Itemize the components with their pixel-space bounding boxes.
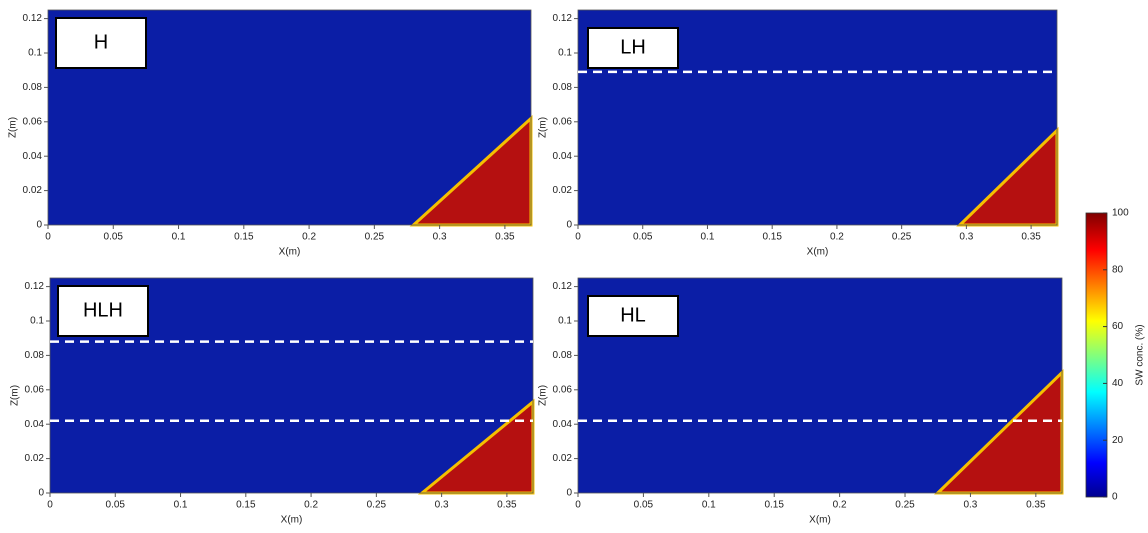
y-tick-label: 0.02 (553, 453, 573, 464)
y-tick-label: 0.1 (28, 48, 42, 59)
y-tick-label: 0.02 (553, 185, 573, 196)
colorbar-tick-label: 0 (1112, 492, 1118, 503)
y-axis-label: Z(m) (538, 117, 549, 138)
y-tick-label: 0.1 (30, 316, 44, 327)
y-tick-label: 0.04 (553, 419, 573, 430)
panel-label-box (587, 27, 679, 69)
x-tick-label: 0.05 (634, 500, 654, 511)
x-tick-label: 0.35 (495, 232, 515, 243)
y-tick-label: 0.06 (25, 384, 45, 395)
x-tick-label: 0.2 (830, 232, 844, 243)
y-tick-label: 0.08 (25, 350, 45, 361)
y-tick-label: 0.04 (553, 151, 573, 162)
colorbar-tick-label: 40 (1112, 378, 1124, 389)
x-tick-label: 0.35 (497, 500, 517, 511)
colorbar-tick-label: 20 (1112, 435, 1124, 446)
x-tick-label: 0.25 (367, 500, 387, 511)
panel-label: HL (620, 304, 646, 326)
y-tick-label: 0.02 (23, 185, 43, 196)
y-tick-label: 0.12 (25, 281, 45, 292)
plot-frame (577, 277, 1063, 494)
y-tick-label: 0.12 (553, 13, 573, 24)
y-tick-label: 0.12 (23, 13, 43, 24)
x-axis-label: X(m) (807, 247, 829, 258)
panel-label: HLH (83, 299, 123, 321)
colorbar-tick-label: 60 (1112, 321, 1124, 332)
x-tick-label: 0.1 (172, 232, 186, 243)
x-tick-label: 0.2 (833, 500, 847, 511)
colorbar-label: SW conc. (%) (1135, 324, 1146, 385)
x-tick-label: 0.3 (435, 500, 449, 511)
x-tick-label: 0.3 (959, 232, 973, 243)
y-tick-label: 0.06 (553, 116, 573, 127)
plot-frame (47, 9, 532, 226)
y-tick-label: 0.1 (558, 316, 572, 327)
y-tick-label: 0.08 (553, 350, 573, 361)
y-tick-label: 0.1 (558, 48, 572, 59)
x-tick-label: 0.2 (304, 500, 318, 511)
x-tick-label: 0 (47, 500, 53, 511)
panel-label: H (94, 31, 108, 53)
x-tick-label: 0.3 (433, 232, 447, 243)
x-tick-label: 0.15 (236, 500, 256, 511)
x-axis-label: X(m) (809, 515, 831, 526)
x-tick-label: 0.2 (302, 232, 316, 243)
x-tick-label: 0 (575, 500, 581, 511)
y-axis-label: Z(m) (10, 385, 21, 406)
y-tick-label: 0.12 (553, 281, 573, 292)
x-tick-label: 0.15 (762, 232, 782, 243)
plot-frame (577, 9, 1058, 226)
colorbar (1085, 212, 1108, 498)
x-tick-label: 0.25 (895, 500, 915, 511)
y-tick-label: 0 (566, 220, 572, 231)
x-tick-label: 0.25 (892, 232, 912, 243)
x-tick-label: 0.05 (633, 232, 653, 243)
x-tick-label: 0.1 (702, 500, 716, 511)
x-tick-label: 0.35 (1026, 500, 1046, 511)
x-tick-label: 0 (575, 232, 581, 243)
colorbar-tick-label: 80 (1112, 264, 1124, 275)
y-tick-label: 0 (38, 488, 44, 499)
y-tick-label: 0.06 (23, 116, 43, 127)
y-axis-label: Z(m) (538, 385, 549, 406)
x-tick-label: 0.05 (104, 232, 124, 243)
x-axis-label: X(m) (279, 247, 301, 258)
panel-label-box (57, 285, 149, 337)
x-tick-label: 0.15 (764, 500, 784, 511)
y-tick-label: 0.04 (23, 151, 43, 162)
x-tick-label: 0.15 (234, 232, 254, 243)
y-tick-label: 0.06 (553, 384, 573, 395)
y-tick-label: 0.04 (25, 419, 45, 430)
y-axis-label: Z(m) (8, 117, 19, 138)
plot-frame (49, 277, 534, 494)
x-tick-label: 0.25 (365, 232, 385, 243)
x-tick-label: 0.05 (106, 500, 126, 511)
x-tick-label: 0.35 (1021, 232, 1041, 243)
y-tick-label: 0.08 (553, 82, 573, 93)
colorbar-tick-label: 100 (1112, 208, 1129, 219)
x-tick-label: 0.3 (963, 500, 977, 511)
x-axis-label: X(m) (281, 515, 303, 526)
panel-label: LH (620, 36, 646, 58)
x-tick-label: 0.1 (174, 500, 188, 511)
y-tick-label: 0 (566, 488, 572, 499)
y-tick-label: 0.08 (23, 82, 43, 93)
panel-label-box (55, 17, 147, 69)
y-tick-label: 0 (36, 220, 42, 231)
panel-label-box (587, 295, 679, 337)
x-tick-label: 0.1 (701, 232, 715, 243)
x-tick-label: 0 (45, 232, 51, 243)
y-tick-label: 0.02 (25, 453, 45, 464)
